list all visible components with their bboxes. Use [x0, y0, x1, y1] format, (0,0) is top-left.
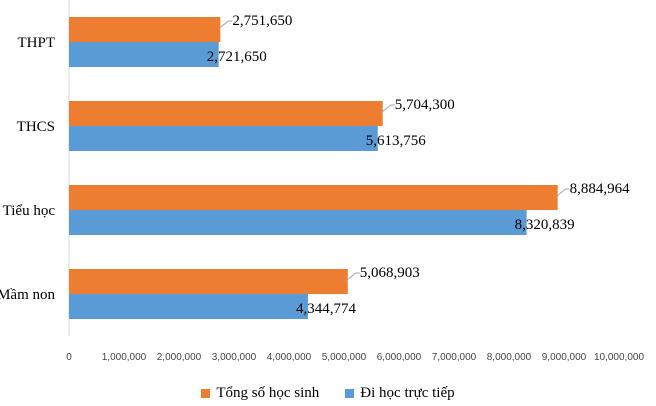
x-tick-label: 9,000,000	[542, 352, 587, 363]
legend-label-total: Tổng số học sinh	[216, 384, 320, 401]
x-tick-label: 2,000,000	[157, 352, 202, 363]
bar-chart: Mầm non 5,068,903 4,344,774 Tiểu học 8,884,9…	[0, 0, 644, 363]
x-tick-label: 8,000,000	[487, 352, 532, 363]
data-label: 4,344,774	[296, 301, 357, 317]
data-label: 8,320,839	[515, 217, 575, 233]
x-tick-label: 4,000,000	[267, 352, 312, 363]
x-tick-label: 1,000,000	[102, 352, 147, 363]
data-label: 5,704,300	[395, 97, 455, 113]
leader-line	[345, 272, 360, 282]
x-tick-label: 5,000,000	[322, 352, 367, 363]
x-tick-label: 0	[66, 352, 72, 363]
bar	[69, 185, 558, 210]
data-label: 5,613,756	[366, 133, 427, 149]
data-label: 5,068,903	[360, 265, 420, 281]
category-label: THPT	[18, 35, 56, 51]
x-tick-label: 10,000,000	[594, 352, 644, 363]
bar	[69, 101, 383, 126]
bar	[69, 17, 221, 42]
legend: Tổng số học sinh Đi học trực tiếp	[0, 380, 656, 406]
category-label: Mầm non	[0, 287, 55, 303]
leader-line	[380, 104, 395, 114]
legend-swatch-direct	[345, 388, 355, 398]
legend-label-direct: Đi học trực tiếp	[360, 384, 455, 401]
x-tick-label: 7,000,000	[432, 352, 477, 363]
data-label: 2,721,650	[207, 49, 267, 65]
bar	[69, 294, 308, 319]
data-label: 2,751,650	[232, 13, 292, 29]
leader-line	[218, 20, 233, 30]
legend-swatch-total	[201, 388, 211, 398]
legend-item-total: Tổng số học sinh	[201, 385, 319, 402]
bar	[69, 210, 527, 235]
category-label: Tiểu học	[3, 203, 56, 219]
x-tick-label: 3,000,000	[212, 352, 257, 363]
data-label: 8,884,964	[570, 181, 631, 197]
leader-line	[555, 188, 570, 198]
x-tick-label: 6,000,000	[377, 352, 422, 363]
legend-item-direct: Đi học trực tiếp	[345, 384, 455, 402]
bar	[69, 269, 348, 294]
category-label: THCS	[17, 119, 55, 135]
bar	[69, 126, 378, 151]
bar	[69, 42, 219, 67]
